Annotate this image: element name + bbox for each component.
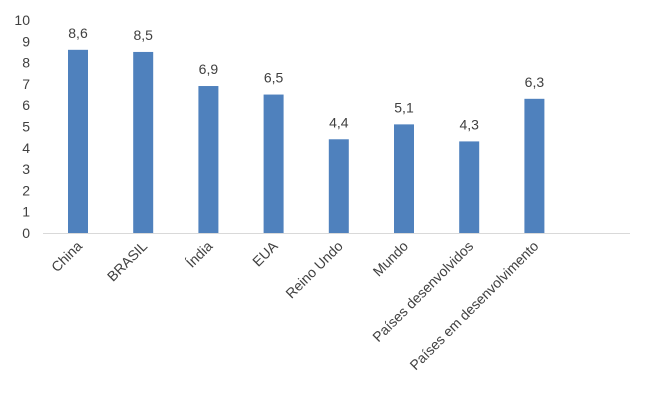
- bar: [459, 141, 480, 233]
- y-tick-label: 9: [22, 33, 30, 49]
- category-label: EUA: [249, 237, 281, 269]
- bar: [133, 51, 154, 234]
- y-tick-label: 6: [22, 97, 30, 113]
- y-tick-label: 10: [14, 12, 30, 28]
- category-label: Reino Undo: [282, 238, 346, 302]
- data-labels: 8,6 8,5 6,9 6,5 4,4 5,1 4,3 6,3: [68, 25, 544, 133]
- y-tick-label: 8: [22, 55, 30, 71]
- y-tick-label: 5: [22, 119, 30, 135]
- data-label: 6,9: [199, 61, 219, 77]
- bar: [68, 49, 88, 233]
- category-label: Mundo: [370, 238, 412, 280]
- y-tick-label: 3: [22, 161, 30, 177]
- category-label: BRASIL: [104, 238, 151, 285]
- data-label: 4,3: [459, 116, 479, 132]
- y-tick-label: 1: [22, 204, 30, 220]
- data-label: 4,4: [329, 114, 349, 130]
- data-label: 5,1: [394, 99, 414, 115]
- data-label: 6,3: [525, 74, 545, 90]
- category-label: Países em desenvolvimento: [406, 238, 541, 373]
- category-label: Índia: [183, 238, 216, 271]
- y-axis: 0 1 2 3 4 5 6 7 8 9 10: [14, 12, 30, 241]
- category-label: China: [48, 238, 85, 275]
- bar: [524, 98, 545, 233]
- bar: [328, 139, 349, 233]
- y-tick-label: 7: [22, 76, 30, 92]
- bar: [198, 86, 219, 233]
- y-tick-label: 2: [22, 182, 30, 198]
- bar: [394, 124, 414, 233]
- y-tick-label: 4: [22, 140, 30, 156]
- data-label: 8,5: [133, 27, 153, 43]
- y-tick-label: 0: [22, 225, 30, 241]
- bar-series: [68, 49, 545, 234]
- category-labels: China BRASIL Índia EUA Reino Undo MundoPaíses…: [48, 237, 542, 373]
- bar: [263, 94, 284, 233]
- data-label: 8,6: [68, 25, 88, 41]
- data-label: 6,5: [264, 70, 284, 86]
